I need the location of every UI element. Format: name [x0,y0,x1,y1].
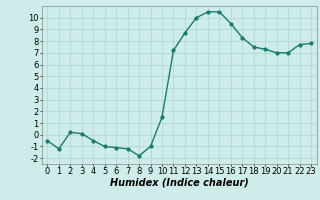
X-axis label: Humidex (Indice chaleur): Humidex (Indice chaleur) [110,177,249,187]
